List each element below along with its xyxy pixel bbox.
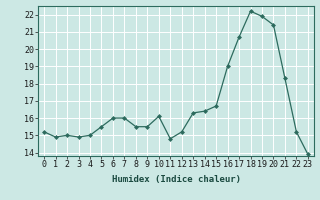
X-axis label: Humidex (Indice chaleur): Humidex (Indice chaleur) — [111, 175, 241, 184]
